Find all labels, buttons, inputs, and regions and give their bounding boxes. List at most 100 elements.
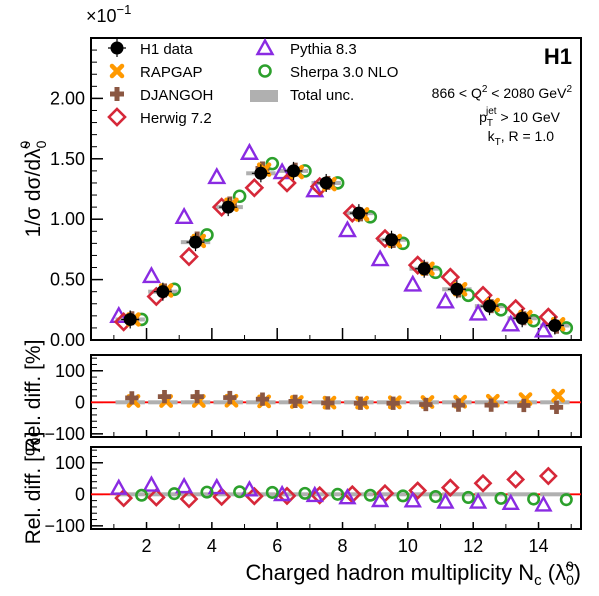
middle-ytick-label: 100: [55, 361, 85, 381]
experiment-label: H1: [544, 44, 572, 69]
xtick-label: 8: [338, 536, 348, 556]
pt-cut-label: pTjet > 10 GeV: [479, 106, 561, 129]
legend-h1-data: H1 data: [108, 39, 193, 58]
middle-panel-marks: [91, 388, 581, 415]
xtick-label: 4: [207, 536, 217, 556]
legend-pythia: Pythia 8.3: [255, 38, 357, 58]
point-h1-data: [153, 282, 172, 301]
middle-ytick-label: 0: [75, 392, 85, 412]
bottom-uncertainty-band: [474, 492, 505, 497]
bottom-point-sherpa-3-0-nlo: [298, 486, 312, 500]
middle-point-djangoh: [419, 397, 433, 412]
bottom-point-pythia-8-3: [109, 478, 128, 495]
series-h1-data: [121, 161, 564, 335]
top-ytick-label: 0.50: [50, 270, 85, 290]
point-h1-data: [382, 230, 401, 249]
bottom-point-sherpa-3-0-nlo: [331, 487, 345, 501]
xtick-label: 14: [529, 536, 549, 556]
middle-point-djangoh: [451, 398, 466, 412]
middle-point-djangoh: [517, 398, 531, 413]
svg-text:DJANGOH: DJANGOH: [140, 87, 213, 104]
bottom-y-label: Rel. diff. [%]: [22, 432, 45, 545]
point-sherpa-3-0-nlo: [265, 156, 280, 171]
bottom-point-pythia-8-3: [240, 479, 259, 497]
middle-point-djangoh: [549, 400, 564, 415]
middle-point-djangoh: [157, 389, 172, 404]
point-pythia-8-3: [468, 303, 488, 321]
bottom-point-pythia-8-3: [403, 491, 422, 508]
x-axis: 2 4 6 8 10 12 14: [142, 536, 549, 556]
bottom-panel-marks: [91, 466, 581, 512]
top-panel-frame: [90, 37, 582, 341]
bottom-point-sherpa-3-0-nlo: [135, 488, 149, 502]
bottom-point-herwig-7-2: [212, 487, 232, 507]
point-herwig-7-2: [179, 246, 199, 267]
y-multiplier: ×10−1: [86, 2, 131, 26]
point-h1-data: [415, 259, 434, 278]
top-ytick-label: 2.00: [50, 88, 85, 108]
middle-point-djangoh: [288, 394, 302, 409]
bottom-ytick-label: 100: [55, 453, 85, 473]
middle-point-djangoh: [190, 389, 204, 404]
bottom-uncertainty-band: [409, 492, 439, 497]
point-pythia-8-3: [207, 166, 227, 185]
svg-text:Pythia 8.3: Pythia 8.3: [290, 41, 357, 58]
legend-marker-pythia-8-3: [255, 38, 275, 56]
bottom-point-pythia-8-3: [436, 492, 455, 509]
bottom-point-herwig-7-2: [244, 486, 264, 506]
bottom-point-pythia-8-3: [174, 476, 194, 494]
bottom-point-sherpa-3-0-nlo: [265, 485, 279, 499]
middle-axes: −100 0 100: [44, 357, 572, 444]
middle-point-djangoh: [223, 390, 237, 405]
point-pythia-8-3: [141, 266, 161, 284]
bottom-point-pythia-8-3: [501, 493, 520, 511]
point-pythia-8-3: [533, 320, 553, 338]
bottom-ytick-label: 0: [75, 484, 85, 504]
point-pythia-8-3: [435, 291, 455, 309]
point-pythia-8-3: [403, 274, 423, 292]
bottom-uncertainty-band: [442, 492, 472, 497]
bottom-point-pythia-8-3: [534, 495, 553, 512]
bottom-point-herwig-7-2: [310, 485, 330, 505]
bottom-series-sherpa-3-0-nlo: [135, 485, 573, 507]
point-herwig-7-2: [244, 177, 265, 198]
middle-point-djangoh: [386, 396, 400, 410]
bottom-point-pythia-8-3: [142, 475, 161, 492]
legend-marker-herwig-7-2: [107, 107, 127, 127]
xtick-label: 6: [272, 536, 282, 556]
xtick-label: 2: [142, 536, 152, 556]
bottom-point-pythia-8-3: [207, 477, 226, 495]
bottom-series-herwig-7-2: [114, 466, 558, 509]
bottom-point-sherpa-3-0-nlo: [429, 489, 443, 504]
point-herwig-7-2: [473, 285, 493, 306]
top-panel-marks: [109, 142, 574, 338]
middle-point-djangoh: [255, 392, 270, 406]
point-pythia-8-3: [239, 142, 259, 160]
legend: H1 data RAPGAP DJANGOH Herwig 7.2 Pythia…: [107, 38, 398, 127]
svg-text:H1 data: H1 data: [140, 41, 193, 58]
bottom-uncertainty-band: [115, 492, 145, 497]
svg-text:Herwig 7.2: Herwig 7.2: [140, 110, 212, 127]
bottom-point-sherpa-3-0-nlo: [363, 488, 377, 502]
bottom-point-sherpa-3-0-nlo: [200, 485, 214, 499]
bottom-ytick-label: −100: [44, 516, 85, 536]
bottom-point-herwig-7-2: [146, 488, 166, 507]
bottom-point-sherpa-3-0-nlo: [461, 490, 475, 504]
bottom-uncertainty-band: [180, 492, 211, 497]
point-h1-data: [317, 173, 336, 192]
point-pythia-8-3: [370, 249, 390, 267]
point-pythia-8-3: [305, 180, 325, 198]
middle-point-djangoh: [484, 398, 498, 412]
point-h1-data: [513, 309, 532, 328]
point-sherpa-3-0-nlo: [232, 189, 247, 204]
point-h1-data: [447, 280, 466, 299]
bottom-point-herwig-7-2: [538, 466, 558, 486]
bottom-point-herwig-7-2: [179, 489, 199, 509]
point-pythia-8-3: [337, 220, 357, 238]
top-ytick-label: 1.00: [50, 209, 85, 229]
legend-sherpa: Sherpa 3.0 NLO: [258, 64, 398, 81]
svg-text:RAPGAP: RAPGAP: [140, 64, 203, 81]
bottom-point-pythia-8-3: [468, 492, 488, 509]
svg-text:Total unc.: Total unc.: [290, 87, 354, 104]
